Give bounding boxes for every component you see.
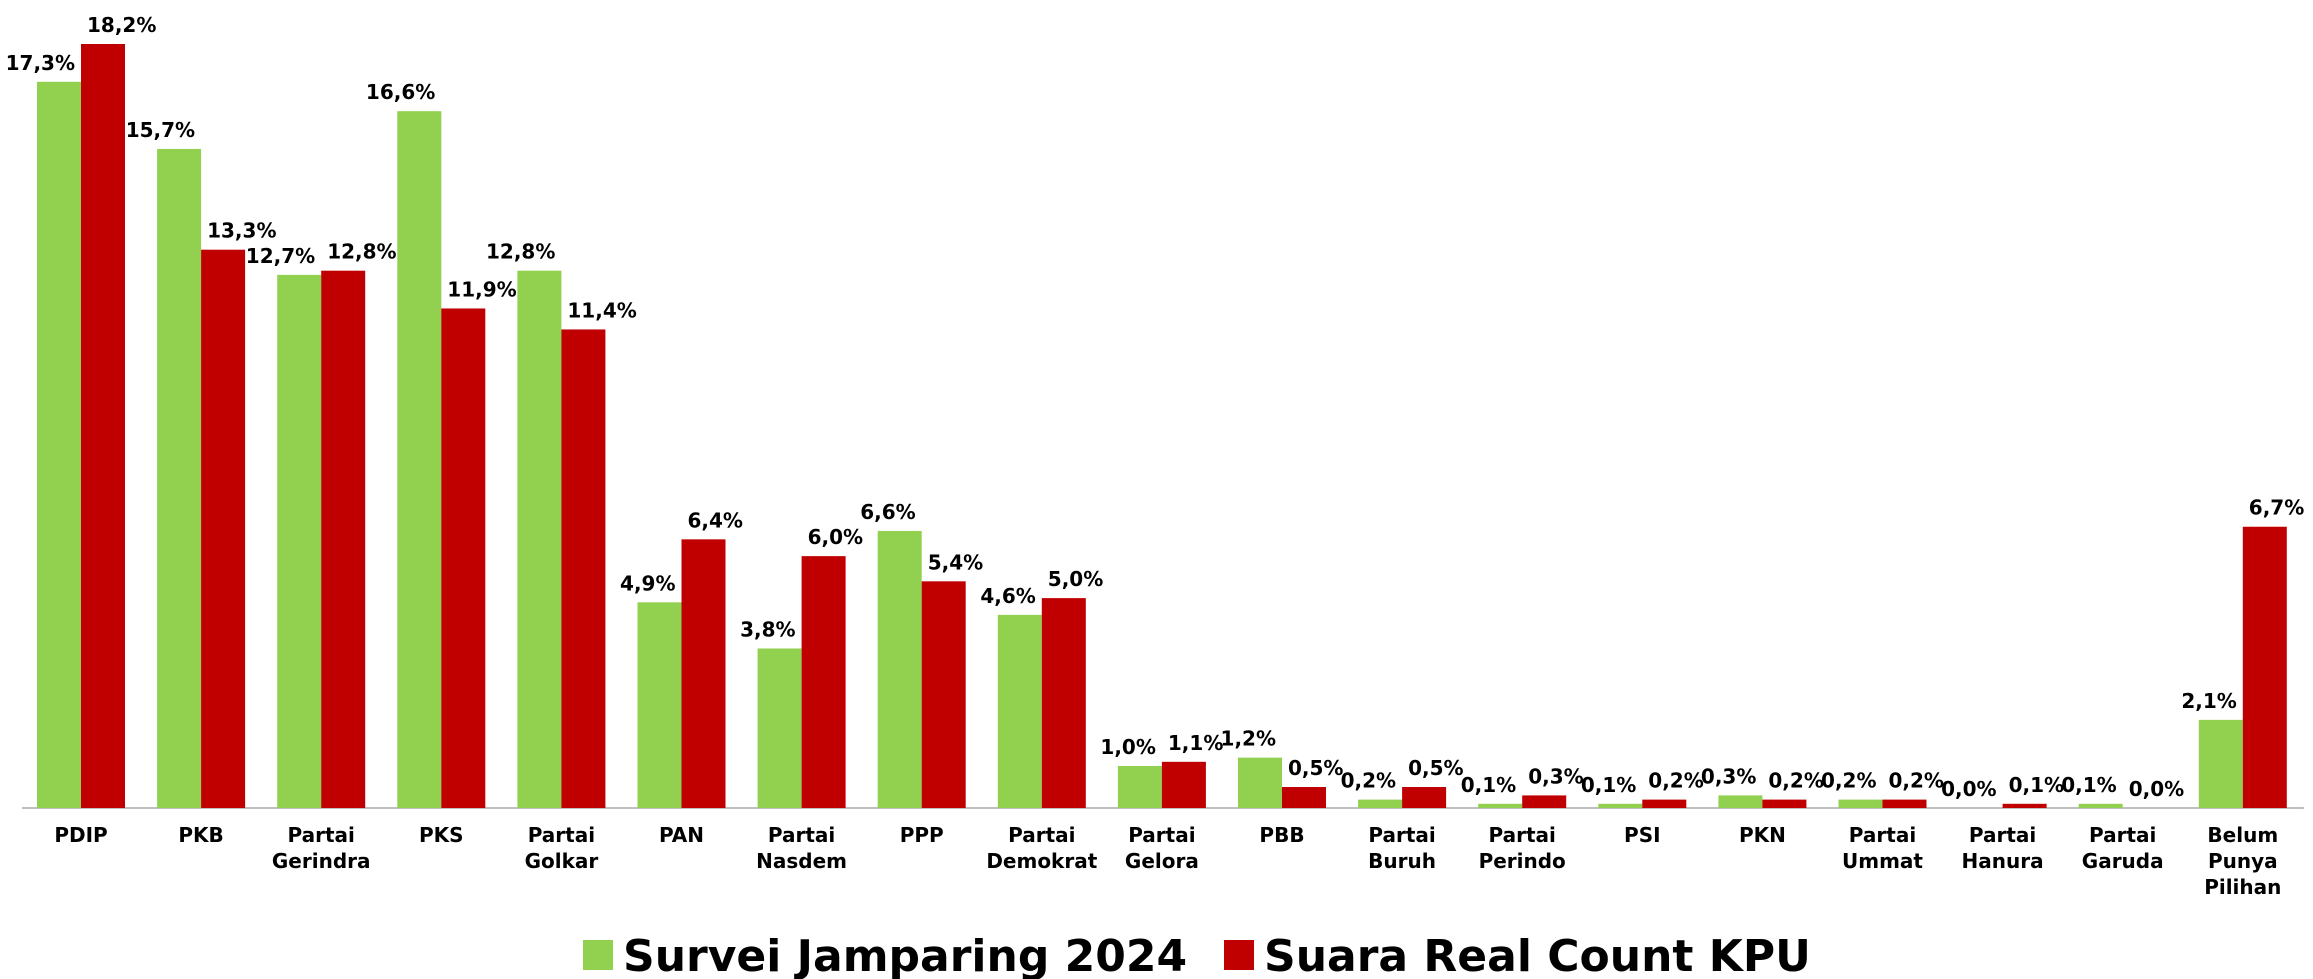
x-tick-label: Partai Nasdem bbox=[756, 823, 847, 873]
x-tick-label: Partai Hanura bbox=[1962, 823, 2044, 873]
value-label: 1,2% bbox=[1221, 727, 1276, 751]
bar bbox=[757, 648, 802, 808]
x-tick-label: Partai Gelora bbox=[1125, 823, 1199, 873]
x-tick-label: PPP bbox=[900, 823, 944, 847]
x-tick-label: PKN bbox=[1739, 823, 1786, 847]
value-label: 4,9% bbox=[620, 571, 675, 595]
value-label: 0,5% bbox=[1408, 756, 1463, 780]
bar bbox=[2242, 526, 2287, 808]
x-tick-label: Partai Garuda bbox=[2082, 823, 2164, 873]
value-label: 0,2% bbox=[1768, 769, 1823, 793]
value-label: 3,8% bbox=[740, 617, 795, 641]
value-label: 12,7% bbox=[246, 244, 315, 268]
value-label: 0,1% bbox=[2009, 773, 2064, 797]
bar bbox=[561, 329, 606, 808]
value-label: 13,3% bbox=[207, 219, 276, 243]
x-tick-label: Partai Demokrat bbox=[986, 823, 1097, 873]
legend-label: Survei Jamparing 2024 bbox=[623, 931, 1187, 979]
value-label: 0,2% bbox=[1889, 769, 1944, 793]
value-label: 5,0% bbox=[1048, 567, 1103, 591]
bar bbox=[517, 270, 562, 809]
value-label: 6,7% bbox=[2249, 496, 2304, 520]
value-label: 5,4% bbox=[928, 550, 983, 574]
bar bbox=[441, 308, 486, 808]
bar bbox=[1882, 799, 1927, 808]
value-label: 11,9% bbox=[447, 277, 516, 301]
x-tick-label: PKB bbox=[178, 823, 223, 847]
bar bbox=[877, 530, 922, 808]
value-label: 2,1% bbox=[2181, 689, 2236, 713]
bar bbox=[921, 581, 966, 808]
value-label: 11,4% bbox=[567, 298, 636, 322]
bar bbox=[37, 81, 81, 809]
bar bbox=[1117, 766, 1162, 808]
bar bbox=[1161, 761, 1206, 808]
bar bbox=[1238, 757, 1282, 808]
value-label: 0,5% bbox=[1288, 756, 1343, 780]
value-label: 1,1% bbox=[1168, 731, 1223, 755]
value-label: 0,3% bbox=[1701, 764, 1756, 788]
value-label: 6,6% bbox=[860, 500, 915, 524]
value-label: 15,7% bbox=[126, 118, 195, 142]
value-label: 4,6% bbox=[980, 584, 1035, 608]
bar bbox=[1838, 799, 1883, 808]
value-label: 17,3% bbox=[6, 51, 75, 75]
value-label: 0,2% bbox=[1821, 769, 1876, 793]
x-tick-label: PDIP bbox=[54, 823, 107, 847]
x-tick-label: Partai Buruh bbox=[1368, 823, 1436, 873]
bar bbox=[681, 539, 726, 808]
x-tick-label: Partai Ummat bbox=[1842, 823, 1923, 873]
bar bbox=[277, 274, 322, 808]
bar bbox=[321, 270, 366, 809]
value-label: 1,0% bbox=[1100, 735, 1155, 759]
bar bbox=[1598, 803, 1643, 808]
value-label: 12,8% bbox=[327, 240, 396, 264]
value-label: 0,1% bbox=[1581, 773, 1636, 797]
value-label: 0,2% bbox=[1648, 769, 1703, 793]
bar bbox=[1718, 795, 1763, 808]
bar bbox=[637, 602, 682, 808]
x-tick-label: PBB bbox=[1259, 823, 1304, 847]
value-label: 16,6% bbox=[366, 80, 435, 104]
bar bbox=[1642, 799, 1687, 808]
bar bbox=[81, 44, 125, 808]
bar bbox=[397, 111, 442, 808]
bar bbox=[1358, 799, 1403, 808]
value-label: 0,0% bbox=[2129, 777, 2184, 801]
x-tick-label: PAN bbox=[659, 823, 704, 847]
bar bbox=[1041, 598, 1086, 808]
x-tick-label: PSI bbox=[1624, 823, 1661, 847]
bar bbox=[1762, 799, 1807, 808]
x-tick-label: Partai Gerindra bbox=[272, 823, 371, 873]
bar bbox=[801, 556, 846, 808]
value-label: 0,1% bbox=[1461, 773, 1516, 797]
bar bbox=[1402, 787, 1447, 808]
value-label: 12,8% bbox=[486, 240, 555, 264]
value-label: 0,2% bbox=[1341, 769, 1396, 793]
x-tick-label: Partai Perindo bbox=[1479, 823, 1566, 873]
legend-label: Suara Real Count KPU bbox=[1264, 931, 1811, 979]
legend-swatch bbox=[1224, 940, 1254, 970]
bar bbox=[2078, 803, 2123, 808]
bar bbox=[2198, 719, 2243, 808]
value-label: 6,4% bbox=[688, 508, 743, 532]
value-label: 0,0% bbox=[1941, 777, 1996, 801]
value-label: 18,2% bbox=[87, 13, 156, 37]
value-label: 0,3% bbox=[1528, 764, 1583, 788]
bar bbox=[201, 249, 246, 808]
value-label: 0,1% bbox=[2061, 773, 2116, 797]
bar bbox=[997, 614, 1042, 808]
bar bbox=[1478, 803, 1523, 808]
bar bbox=[1522, 795, 1567, 808]
bar bbox=[1282, 787, 1326, 808]
value-label: 6,0% bbox=[808, 525, 863, 549]
bar bbox=[2002, 803, 2047, 808]
bar bbox=[157, 148, 202, 808]
x-tick-label: Belum Punya Pilihan bbox=[2204, 823, 2281, 899]
legend-swatch bbox=[583, 940, 613, 970]
x-tick-label: PKS bbox=[419, 823, 464, 847]
x-tick-label: Partai Golkar bbox=[525, 823, 599, 873]
